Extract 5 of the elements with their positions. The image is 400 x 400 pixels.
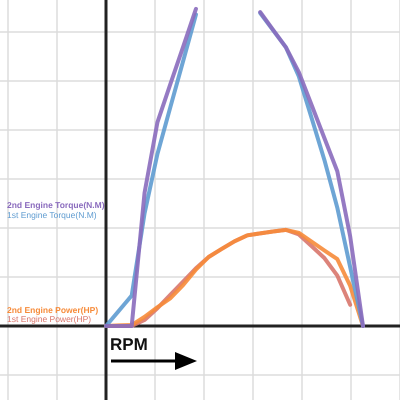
series-label: 1st Engine Power(HP) [7,314,92,324]
text: 1st Engine Torque(N.M) [7,210,97,220]
series-label: 2nd Engine Power(HP) [7,305,98,315]
x-axis-title: RPM [110,335,148,354]
text: 2nd Engine Torque(N.M) [7,200,105,210]
